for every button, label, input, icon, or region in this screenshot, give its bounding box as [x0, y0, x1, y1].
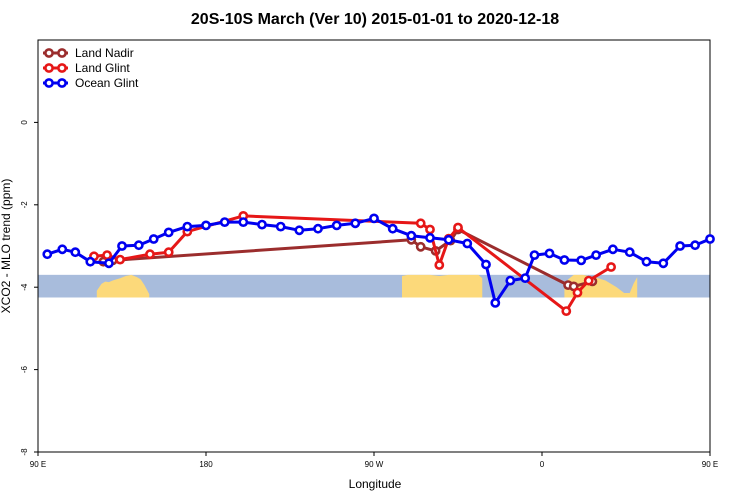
map-strip — [38, 274, 710, 298]
legend-marker-left-land-glint — [44, 63, 54, 73]
series-point-ocean-glint-9 — [182, 221, 193, 232]
series-point-ocean-glint-7 — [148, 234, 159, 244]
series-point-ocean-glint-0 — [42, 249, 53, 260]
legend-marker-left-ocean-glint — [44, 78, 54, 88]
y-tick-label-4: -8 — [20, 448, 29, 456]
series-point-land-glint-2 — [115, 254, 125, 265]
legend-marker-left-land-nadir — [44, 48, 54, 58]
y-tick-label-3: -6 — [20, 365, 29, 373]
map-land-area-2 — [564, 274, 638, 298]
y-tick-label-0: 0 — [20, 120, 29, 125]
series-point-land-glint-13 — [572, 287, 583, 298]
series-point-land-glint-7 — [415, 218, 426, 229]
series-point-ocean-glint-18 — [350, 218, 361, 229]
series-point-ocean-glint-29 — [529, 250, 540, 260]
series-point-ocean-glint-39 — [690, 240, 700, 251]
map-land-area-1 — [402, 274, 483, 298]
series-point-ocean-glint-5 — [117, 241, 127, 251]
series-point-ocean-glint-30 — [544, 248, 555, 259]
series-point-ocean-glint-2 — [70, 247, 81, 258]
series-point-land-glint-1 — [102, 250, 112, 260]
series-point-ocean-glint-12 — [238, 217, 249, 227]
x-tick-label-3: 0 — [540, 460, 545, 469]
series-line-land-glint — [93, 214, 612, 313]
series-point-ocean-glint-37 — [658, 258, 669, 269]
legend-marker-right-ocean-glint — [57, 78, 67, 88]
map-land-area-0 — [96, 274, 150, 298]
series-point-ocean-glint-16 — [313, 223, 323, 234]
series-point-land-glint-14 — [583, 275, 594, 286]
legend-marker-right-land-nadir — [57, 48, 67, 58]
series-point-ocean-glint-27 — [505, 275, 516, 286]
series-point-ocean-glint-8 — [163, 227, 174, 238]
series-point-ocean-glint-6 — [133, 240, 144, 251]
series-point-ocean-glint-35 — [624, 247, 635, 258]
series-point-ocean-glint-40 — [705, 234, 715, 244]
series-point-ocean-glint-20 — [387, 223, 398, 234]
series-point-ocean-glint-38 — [675, 241, 685, 251]
series-point-ocean-glint-21 — [406, 230, 417, 241]
legend-label-ocean-glint: Ocean Glint — [75, 76, 139, 90]
series-point-ocean-glint-28 — [520, 273, 531, 283]
series-point-ocean-glint-24 — [462, 238, 473, 249]
x-axis: 90 E 180 90 W 0 90 E — [30, 452, 718, 469]
series-point-ocean-glint-33 — [591, 250, 601, 260]
series-point-land-glint-12 — [561, 306, 572, 316]
series-point-land-glint-9 — [434, 260, 445, 270]
x-tick-label-0: 90 E — [30, 460, 46, 469]
series-point-land-glint-8 — [425, 224, 435, 235]
series-point-land-nadir-3 — [415, 241, 426, 252]
series-point-ocean-glint-1 — [57, 244, 68, 255]
series-point-ocean-glint-15 — [294, 225, 305, 236]
series-point-ocean-glint-10 — [201, 220, 211, 231]
series-point-ocean-glint-36 — [641, 256, 652, 267]
legend-marker-right-land-glint — [57, 63, 67, 73]
series-point-land-glint-4 — [163, 247, 174, 258]
legend-label-land-glint: Land Glint — [75, 61, 130, 75]
series-point-ocean-glint-23 — [443, 234, 454, 245]
series-point-ocean-glint-14 — [275, 221, 286, 232]
x-axis-label: Longitude — [349, 477, 402, 491]
series-point-land-glint-11 — [453, 222, 463, 233]
y-axis: 0 -2 -4 -6 -8 — [20, 120, 38, 456]
series-point-ocean-glint-19 — [369, 213, 379, 224]
series-point-land-glint-15 — [606, 262, 616, 272]
series-point-ocean-glint-4 — [104, 258, 114, 269]
series-point-ocean-glint-17 — [331, 220, 342, 231]
series-point-ocean-glint-31 — [559, 255, 570, 265]
y-axis-label: XCO2 - MLO trend (ppm) — [0, 179, 13, 314]
series-point-ocean-glint-32 — [576, 255, 587, 266]
series-point-ocean-glint-25 — [481, 259, 491, 270]
x-tick-label-4: 90 E — [702, 460, 718, 469]
series-point-land-glint-3 — [145, 249, 155, 260]
series-point-ocean-glint-3 — [85, 256, 96, 267]
x-tick-label-2: 90 W — [365, 460, 384, 469]
series-point-ocean-glint-13 — [257, 219, 267, 230]
series-point-ocean-glint-22 — [425, 232, 435, 243]
x-tick-label-1: 180 — [199, 460, 213, 469]
y-tick-label-2: -4 — [20, 283, 29, 291]
series-layer — [42, 210, 715, 316]
chart-title: 20S-10S March (Ver 10) 2015-01-01 to 202… — [191, 11, 559, 28]
series-point-ocean-glint-26 — [490, 297, 501, 308]
y-tick-label-1: -2 — [20, 201, 29, 209]
legend-label-land-nadir: Land Nadir — [75, 46, 134, 60]
series-point-ocean-glint-11 — [219, 217, 230, 227]
series-point-ocean-glint-34 — [608, 244, 618, 255]
